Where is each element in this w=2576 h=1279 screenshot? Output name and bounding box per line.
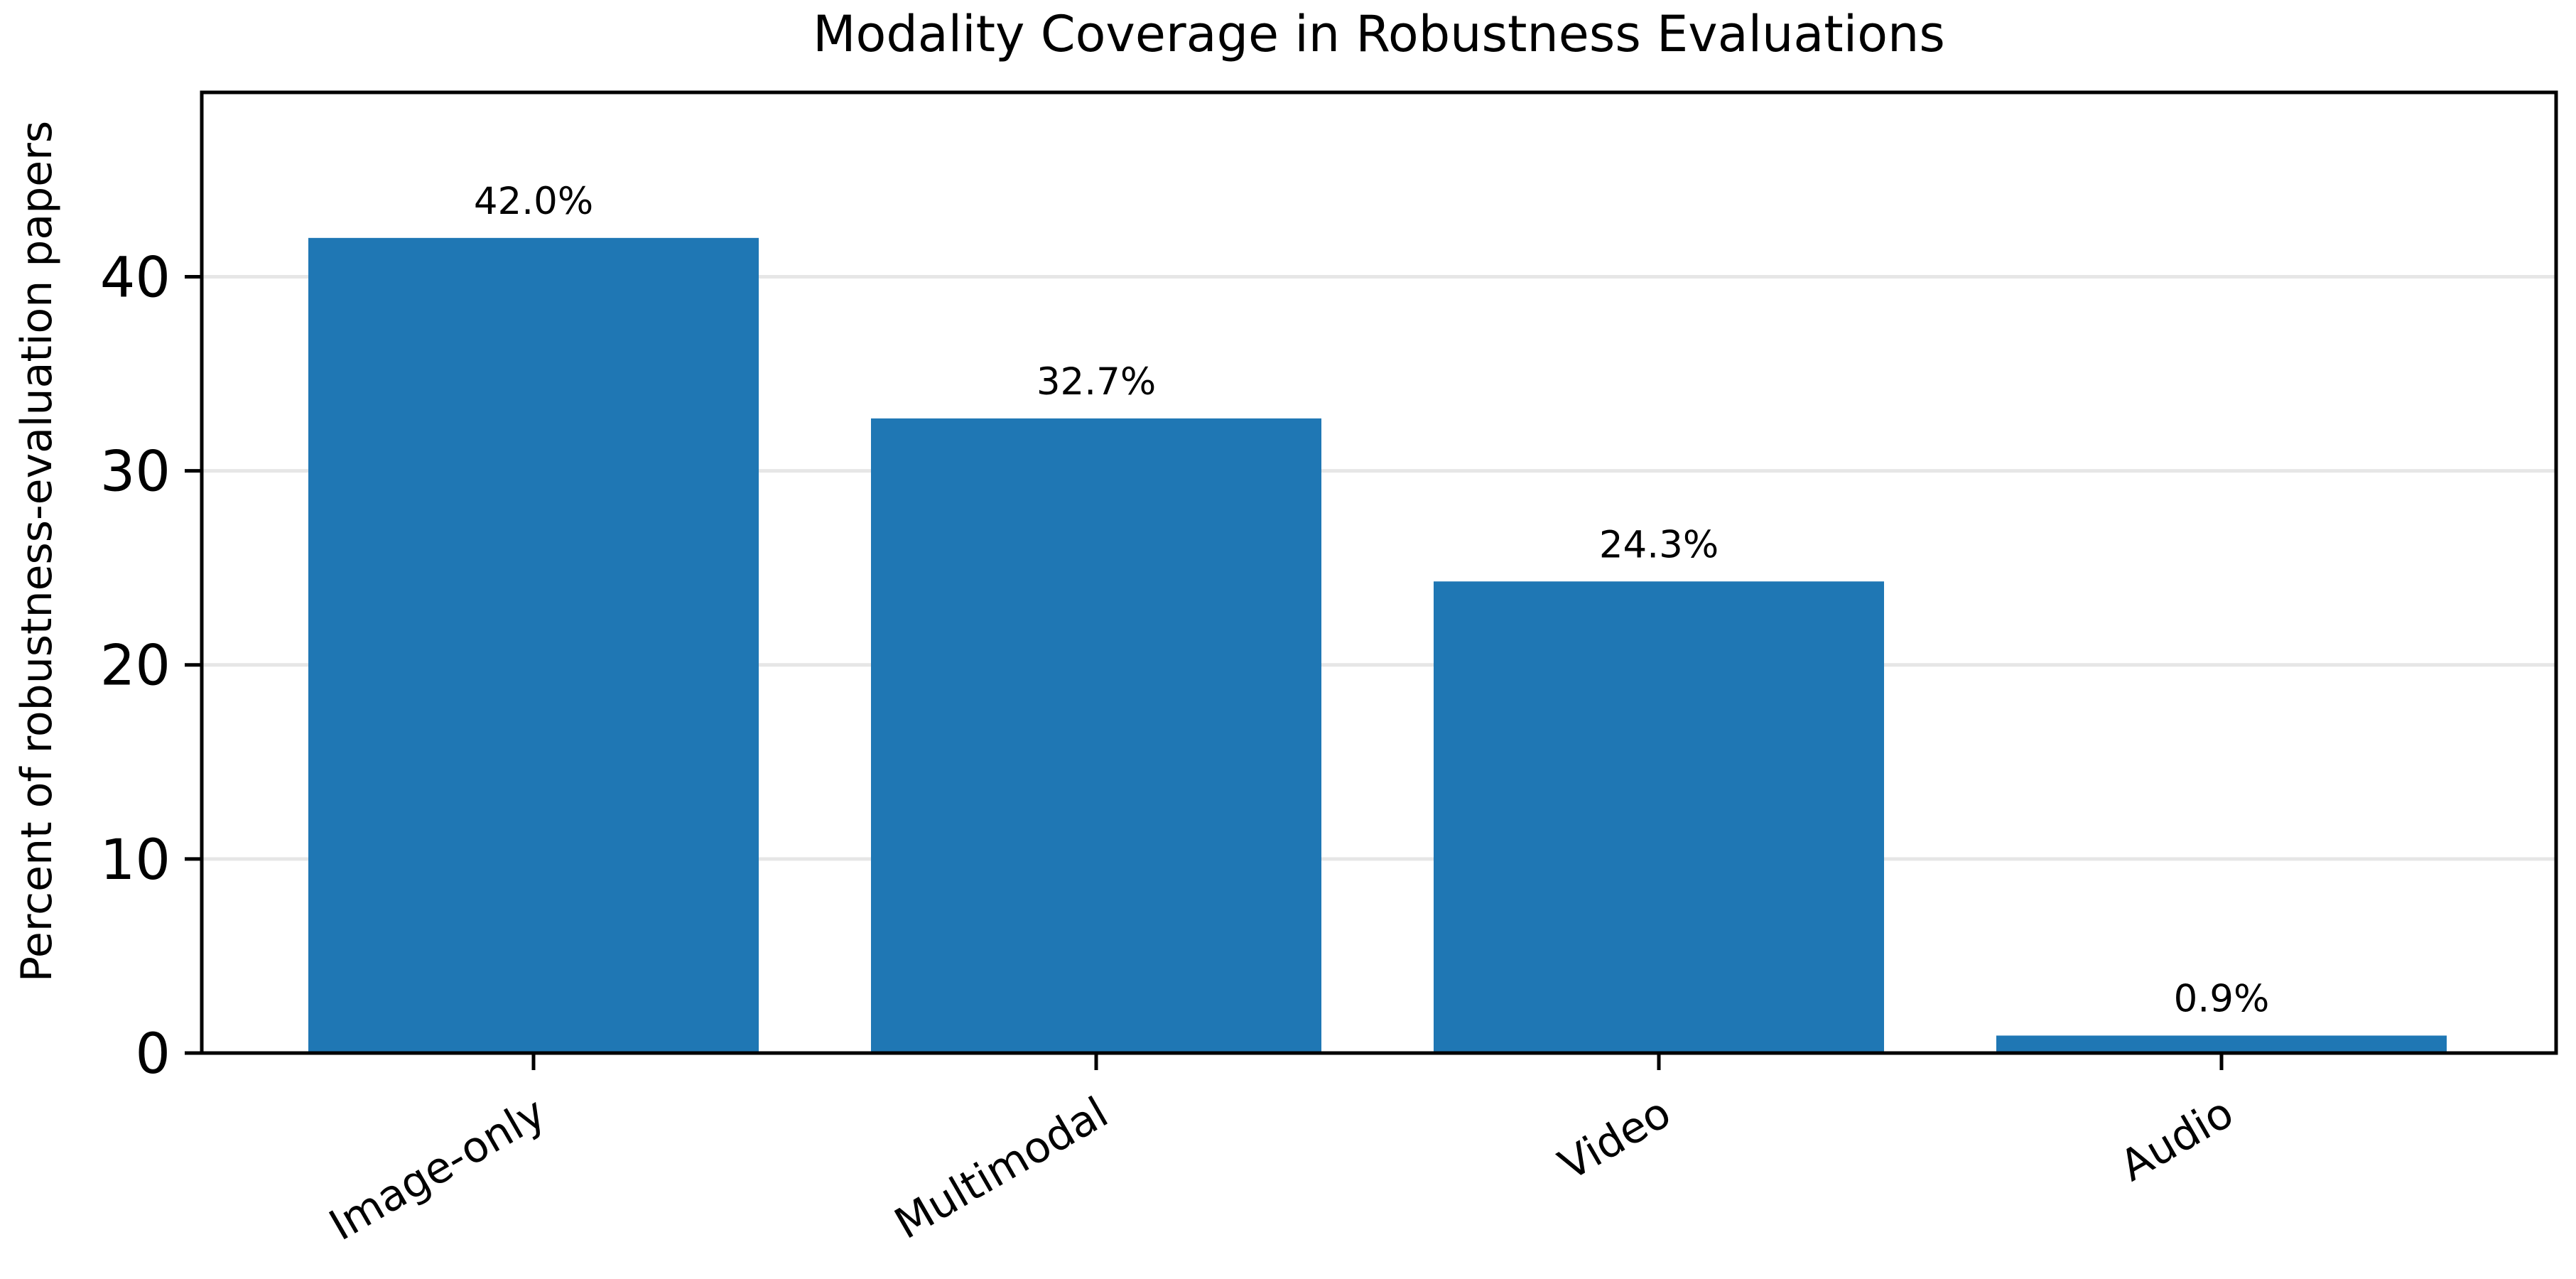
bar-audio xyxy=(1996,1035,2447,1053)
y-tick-label: 10 xyxy=(100,829,171,892)
bars xyxy=(308,237,2447,1053)
y-axis-ticks: 0 10 20 30 40 xyxy=(100,246,202,1086)
chart-title: Modality Coverage in Robustness Evaluati… xyxy=(813,5,1945,63)
bar-image-only xyxy=(308,237,759,1053)
y-tick-label: 30 xyxy=(100,441,171,504)
data-label: 32.7% xyxy=(1037,360,1156,404)
y-tick-label: 40 xyxy=(100,246,171,310)
data-label: 42.0% xyxy=(474,180,593,223)
bar-multimodal xyxy=(871,418,1321,1053)
y-tick-label: 0 xyxy=(135,1022,171,1086)
y-tick-label: 20 xyxy=(100,635,171,698)
plot-area-frame xyxy=(200,90,2558,1055)
bar-video xyxy=(1434,581,1884,1053)
data-label: 24.3% xyxy=(1599,523,1719,566)
value-labels: 42.0% 32.7% 24.3% 0.9% xyxy=(474,180,2270,1021)
y-axis-label: Percent of robustness-evaluation papers xyxy=(12,121,62,982)
data-label: 0.9% xyxy=(2174,977,2270,1020)
